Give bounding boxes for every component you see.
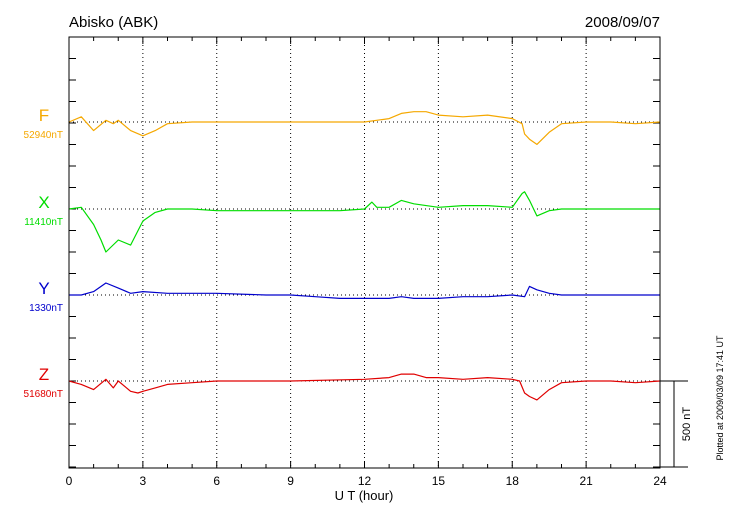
plotted-timestamp: Plotted at 2009/03/09 17:41 UT	[715, 335, 725, 461]
scale-bar: 500 nT	[660, 380, 693, 468]
x-tick-label: 0	[66, 474, 73, 488]
x-tick-label: 9	[287, 474, 294, 488]
series-baseline-x: 11410nT	[24, 217, 63, 228]
x-tick-label: 12	[358, 474, 372, 488]
station-title: Abisko (ABK)	[69, 14, 158, 31]
series-labels: F 52940nT X 11410nT Y 1330nT Z 51680nT	[24, 106, 63, 400]
x-tick-label: 24	[653, 474, 667, 488]
x-tick-label: 3	[140, 474, 147, 488]
series-line-x	[68, 191, 660, 253]
x-tick-label: 21	[579, 474, 593, 488]
series-name-z: Z	[39, 365, 49, 384]
series-name-x: X	[38, 193, 49, 212]
scale-bar-label: 500 nT	[681, 407, 693, 442]
series-line-z	[68, 373, 661, 401]
series-baseline-z: 51680nT	[24, 389, 63, 400]
x-tick-label: 6	[213, 474, 220, 488]
series-name-y: Y	[38, 279, 49, 298]
series-lines	[68, 111, 661, 401]
x-tick-labels: 0 3 6 9 12 15 18 21 24	[66, 474, 667, 488]
series-name-f: F	[39, 106, 49, 125]
plot-frame	[68, 36, 661, 469]
series-baseline-y: 1330nT	[29, 303, 63, 314]
date-title: 2008/09/07	[585, 14, 660, 31]
series-line-f	[68, 111, 661, 145]
grid-lines	[69, 37, 660, 468]
x-tick-label: 18	[506, 474, 520, 488]
x-axis-label: U T (hour)	[335, 488, 394, 503]
series-line-y	[69, 282, 660, 299]
x-tick-label: 15	[432, 474, 446, 488]
series-baseline-f: 52940nT	[24, 130, 63, 141]
